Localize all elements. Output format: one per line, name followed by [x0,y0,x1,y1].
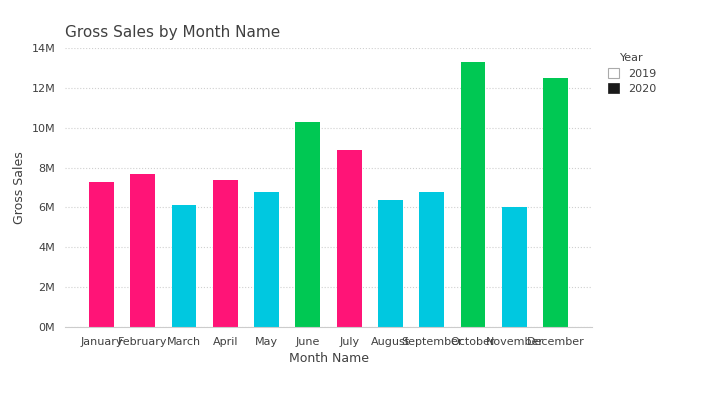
Text: Gross Sales by Month Name: Gross Sales by Month Name [65,25,280,40]
Bar [130,174,155,327]
Bar [543,78,568,327]
Bar [172,205,196,327]
Bar [502,207,527,327]
Bar [461,62,485,327]
Bar [419,192,444,327]
Legend: 2019, 2020: 2019, 2020 [608,53,656,94]
Bar [378,200,403,327]
X-axis label: Month Name: Month Name [289,352,368,365]
Y-axis label: Gross Sales: Gross Sales [13,151,26,224]
Bar [336,150,362,327]
Bar [213,180,238,327]
Bar [254,192,279,327]
Bar [89,182,114,327]
Bar [295,122,321,327]
